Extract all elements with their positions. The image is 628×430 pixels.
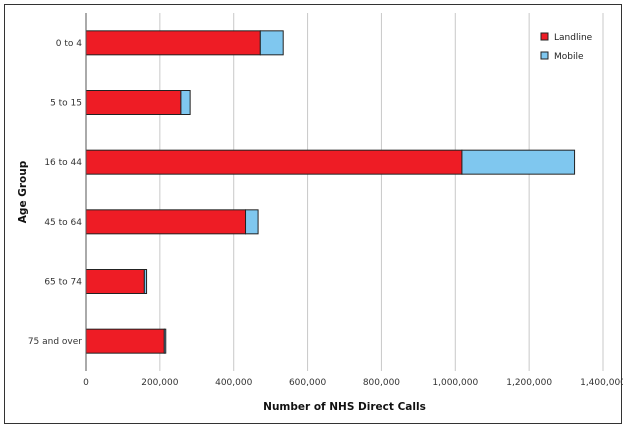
category-label: 65 to 74 xyxy=(44,278,82,288)
bar-mobile-4 xyxy=(143,269,148,294)
bar-landline-0 xyxy=(85,30,261,56)
legend: Landline Mobile xyxy=(540,32,593,62)
category-label: 0 to 4 xyxy=(56,39,82,49)
category-labels: 0 to 4 5 to 15 16 to 44 45 to 64 65 to 74 75 … xyxy=(28,39,82,347)
legend-swatch-mobile xyxy=(540,51,549,60)
x-tick-labels: 0 200,000 400,000 600,000 800,000 1,000,000 1,… xyxy=(83,378,623,388)
bar-mobile-1 xyxy=(180,90,191,115)
x-tick-label: 0 xyxy=(83,378,89,388)
category-label: 16 to 44 xyxy=(44,158,82,168)
category-label: 45 to 64 xyxy=(44,218,82,228)
gridlines xyxy=(159,13,604,371)
chart-frame: 0 200,000 400,000 600,000 800,000 1,000,000 1,… xyxy=(4,4,623,424)
x-tick-label: 400,000 xyxy=(215,378,252,388)
x-tick-label: 800,000 xyxy=(363,378,400,388)
x-tick-label: 200,000 xyxy=(141,378,178,388)
legend-swatch-landline xyxy=(540,32,549,41)
stacked-bar-chart: 0 200,000 400,000 600,000 800,000 1,000,000 1,… xyxy=(17,13,623,413)
x-tick-label: 600,000 xyxy=(289,378,326,388)
x-axis-title: Number of NHS Direct Calls xyxy=(263,401,426,413)
bar-landline-5 xyxy=(85,328,165,354)
bar-landline-3 xyxy=(85,209,247,235)
bars xyxy=(85,30,576,354)
bar-landline-4 xyxy=(85,269,145,294)
y-axis-title: Age Group xyxy=(17,160,29,223)
legend-label-landline: Landline xyxy=(554,33,593,43)
x-tick-label: 1,000,000 xyxy=(432,378,478,388)
bar-mobile-5 xyxy=(163,328,167,354)
legend-label-mobile: Mobile xyxy=(554,52,584,62)
bar-mobile-3 xyxy=(245,209,259,235)
bar-mobile-2 xyxy=(461,149,576,175)
bar-mobile-0 xyxy=(259,30,284,56)
category-label: 75 and over xyxy=(28,337,82,347)
category-label: 5 to 15 xyxy=(50,99,82,109)
x-tick-label: 1,200,000 xyxy=(506,378,552,388)
bar-landline-2 xyxy=(85,149,463,175)
x-tick-label: 1,400,000 xyxy=(580,378,623,388)
bar-landline-1 xyxy=(85,90,182,115)
